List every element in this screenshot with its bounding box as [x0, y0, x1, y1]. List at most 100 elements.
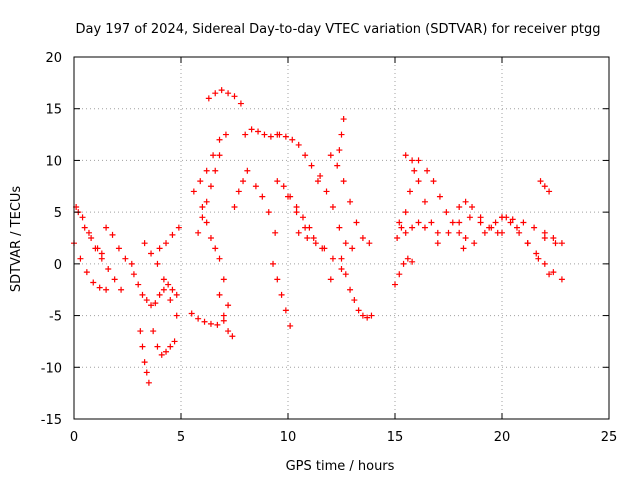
data-point	[139, 343, 146, 350]
data-point	[141, 359, 148, 366]
data-point	[156, 245, 163, 252]
data-point	[477, 214, 484, 221]
data-point	[280, 183, 287, 190]
series-track-22	[285, 193, 334, 283]
data-point	[203, 167, 210, 174]
data-point	[402, 152, 409, 159]
y-tick-label: 10	[45, 154, 62, 169]
x-axis-label: GPS time / hours	[286, 459, 395, 474]
data-point	[366, 240, 373, 247]
data-point	[214, 321, 221, 328]
data-point	[139, 291, 146, 298]
grid-lines	[74, 57, 609, 419]
series-track-11	[190, 131, 229, 195]
series-track-15	[216, 291, 236, 340]
data-point	[499, 214, 505, 221]
data-point	[347, 286, 354, 293]
data-point	[396, 219, 403, 226]
data-point	[359, 235, 366, 241]
data-point	[462, 198, 469, 205]
series-track-35	[460, 214, 553, 278]
data-point	[334, 162, 341, 169]
series-track-29	[394, 157, 422, 241]
data-point	[175, 224, 182, 231]
data-point	[216, 291, 223, 298]
series-track-18	[252, 183, 279, 236]
data-point	[327, 276, 334, 283]
series-track-12	[195, 152, 223, 236]
data-point	[445, 229, 452, 236]
series-track-09	[156, 224, 182, 252]
y-tick-label: 20	[45, 51, 62, 66]
data-point	[195, 315, 202, 322]
data-point	[308, 162, 315, 169]
data-point	[394, 235, 401, 241]
data-point	[188, 310, 195, 317]
data-point	[415, 157, 422, 164]
data-point	[421, 198, 428, 205]
data-point	[340, 116, 347, 123]
data-point	[392, 281, 398, 288]
data-point	[276, 131, 283, 138]
data-point	[274, 178, 281, 185]
data-point	[96, 284, 103, 291]
data-point	[368, 312, 375, 319]
data-point	[109, 231, 116, 238]
series-track-24	[317, 172, 356, 252]
data-point	[216, 255, 223, 262]
data-point	[524, 240, 531, 247]
data-point	[304, 235, 311, 241]
data-point	[550, 269, 557, 276]
data-point	[338, 266, 345, 273]
data-point	[336, 147, 343, 154]
data-point	[216, 152, 223, 159]
series-track-38	[541, 229, 565, 247]
data-point	[537, 178, 544, 185]
data-point	[118, 286, 125, 293]
data-point	[222, 131, 229, 138]
data-point	[359, 312, 366, 319]
data-point	[424, 167, 431, 174]
data-point	[190, 188, 197, 195]
series-track-03	[75, 209, 105, 257]
data-point	[79, 214, 86, 221]
series-track-19	[270, 260, 294, 329]
data-point	[396, 271, 403, 278]
data-point	[207, 320, 214, 327]
data-point	[535, 255, 542, 262]
data-point	[150, 328, 157, 335]
data-point	[231, 203, 238, 210]
data-point	[207, 183, 214, 190]
series-track-36	[499, 214, 565, 283]
data-point	[558, 240, 565, 247]
series-track-21	[274, 178, 313, 231]
data-point	[404, 255, 411, 262]
data-point	[220, 312, 227, 319]
y-tick-label: -10	[41, 361, 62, 376]
data-point	[167, 343, 174, 350]
x-tick-labels: 0 5 10 15 20 25	[70, 430, 617, 445]
data-point	[469, 203, 476, 210]
data-point	[312, 240, 319, 247]
series-track-08	[141, 240, 180, 319]
data-point	[481, 229, 488, 236]
y-axis-label: SDTVAR / TECUs	[9, 186, 24, 293]
x-tick-label: 0	[70, 430, 78, 445]
y-tick-label: 15	[45, 103, 62, 118]
series-track-37	[499, 214, 559, 247]
data-point	[98, 255, 105, 262]
data-point	[351, 297, 358, 304]
y-tick-labels: -15 -10 -5 0 5 10 15 20	[41, 51, 62, 428]
data-point	[216, 136, 223, 143]
data-point	[255, 128, 262, 135]
data-point	[88, 235, 95, 241]
data-point	[509, 216, 516, 223]
data-point	[90, 279, 97, 286]
data-point	[541, 229, 548, 236]
data-point	[302, 152, 309, 159]
series-track-32	[424, 167, 469, 241]
data-point	[244, 167, 251, 174]
data-point	[225, 90, 232, 97]
data-point	[299, 214, 306, 221]
